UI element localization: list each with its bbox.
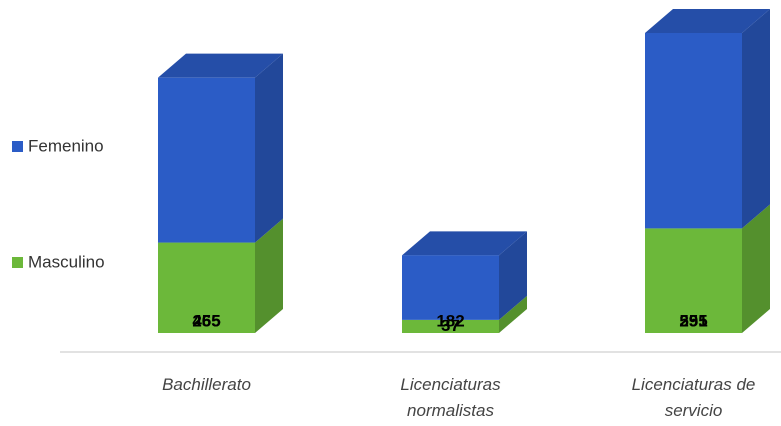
legend-swatch [12,141,23,152]
data-label: 255 [192,311,220,330]
data-label: 295 [679,311,707,330]
bar [645,33,742,229]
x-tick-label: Licenciaturas de servicio [631,375,756,420]
bar-side [742,204,770,333]
bar [402,319,499,333]
data-label: 551 [679,311,707,330]
legend-swatch [12,257,23,268]
x-tick-label: Licenciaturas normalistas [400,375,501,420]
bar-top [402,231,527,256]
bar-side [742,9,770,229]
bar-side [499,231,527,320]
bar [158,77,255,243]
data-label: 465 [192,311,220,330]
data-label: 182 [436,311,464,330]
bar-top [158,53,283,78]
legend-label: Masculino [28,252,105,271]
bar [645,228,742,333]
bar [402,255,499,320]
bar-top [645,9,770,33]
bar [158,242,255,333]
bar-side [255,218,283,333]
data-label: 37 [441,316,460,335]
legend-label: Femenino [28,136,104,155]
bar-side [499,295,527,333]
x-tick-label: Bachillerato [162,375,251,394]
bar-side [255,53,283,243]
